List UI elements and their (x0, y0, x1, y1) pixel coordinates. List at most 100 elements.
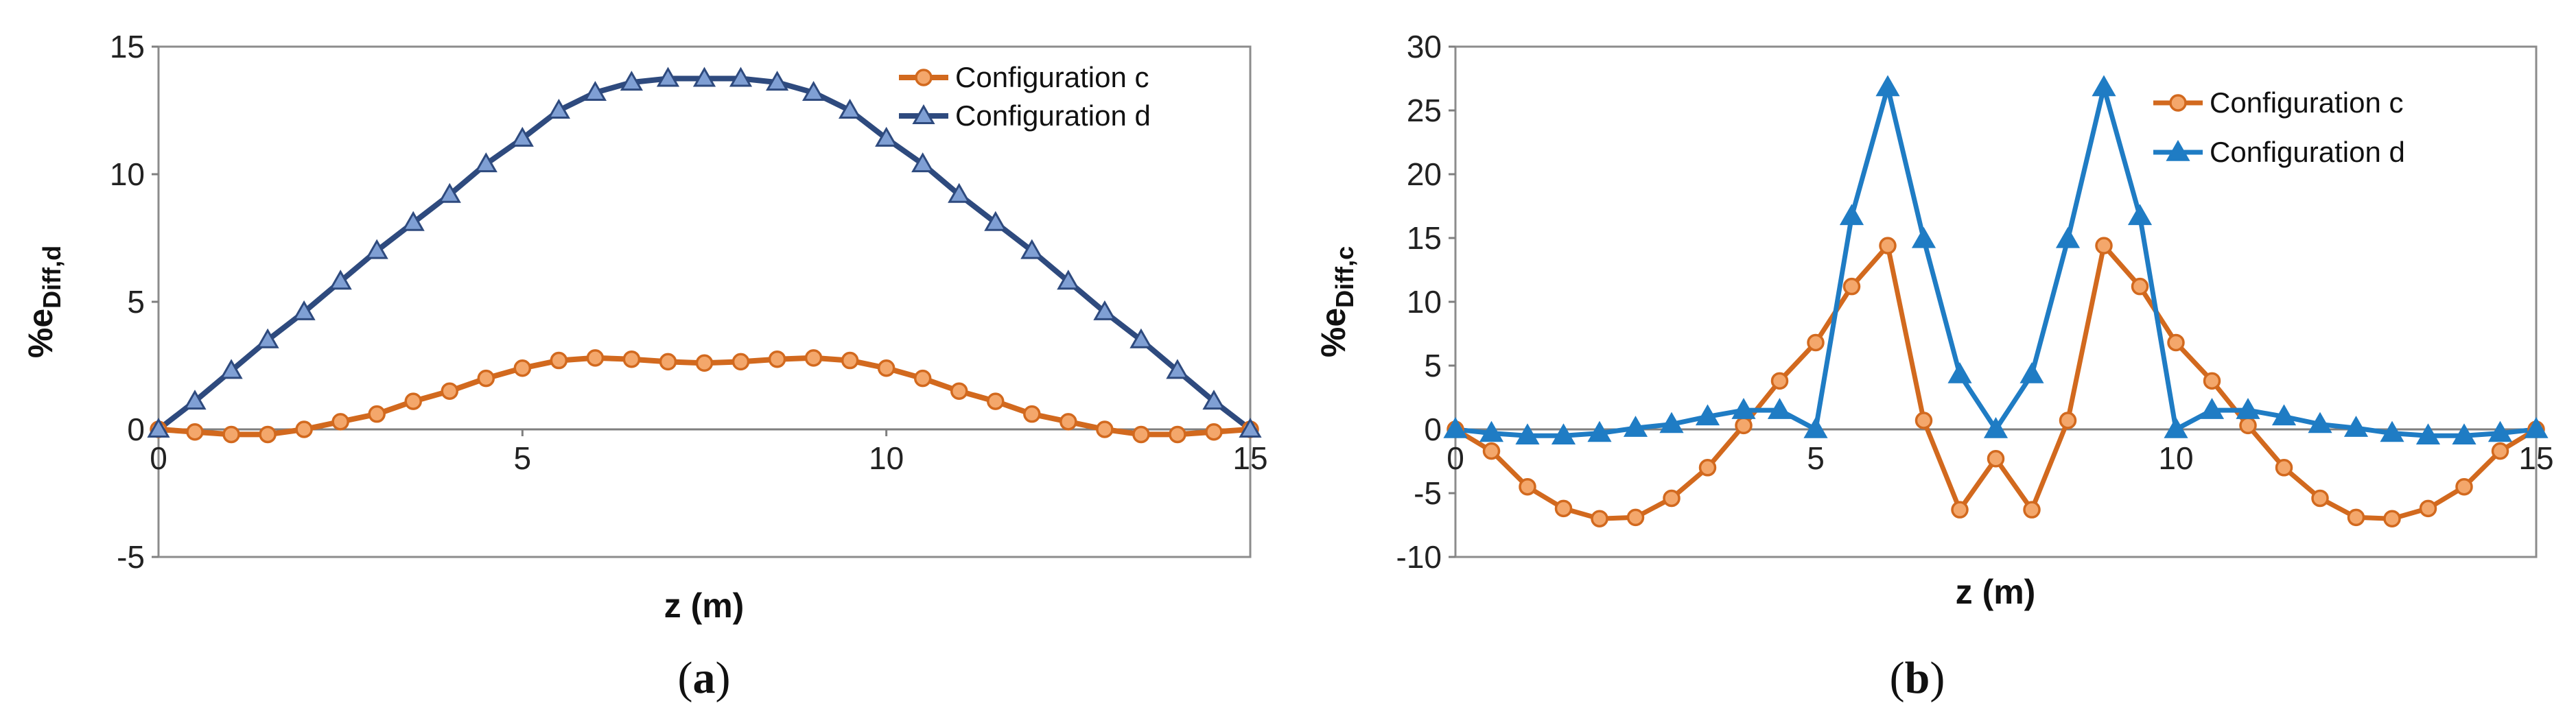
data-point-a-config-d (183, 390, 207, 410)
data-point-b-config-d (1767, 398, 1792, 419)
data-point-b-config-d (2452, 423, 2477, 444)
data-point-b-config-d (1443, 416, 1468, 438)
data-point-a-config-c (695, 354, 714, 372)
data-point-a-config-d (365, 239, 388, 259)
data-point-a-config-c (1096, 420, 1114, 438)
data-point-a-config-c (731, 353, 750, 371)
legend-label-b-1: Configuration d (2210, 136, 2405, 168)
data-point-a-config-d (401, 211, 425, 231)
data-point-a-config-d (583, 80, 607, 101)
data-point-a-config-c (768, 350, 786, 368)
data-point-a-config-c (1059, 413, 1077, 431)
y-tick-label-a: 5 (127, 284, 145, 320)
y-tick-label-b: 30 (1407, 29, 1442, 64)
legend-marker-b-1 (2166, 139, 2190, 161)
legend-label-a-1: Configuration d (955, 99, 1151, 132)
data-point-a-config-d (948, 182, 971, 203)
data-point-a-config-c (295, 420, 313, 438)
data-point-a-config-c (404, 392, 422, 410)
data-point-a-config-d (1020, 239, 1044, 259)
data-point-b-config-c (2383, 510, 2401, 527)
data-point-b-config-c (2347, 508, 2365, 527)
data-point-b-config-c (2275, 459, 2293, 477)
y-axis-title-a-sub: Diff,d (38, 246, 66, 309)
data-point-b-config-d (1731, 398, 1756, 419)
data-point-b-config-d (2487, 420, 2513, 442)
data-point-b-config-d (2524, 416, 2549, 438)
data-point-b-config-c (1951, 501, 1969, 519)
y-tick-label-b: 25 (1407, 93, 1442, 128)
data-point-b-config-d (1803, 416, 1828, 438)
data-point-a-config-c (804, 349, 823, 367)
data-point-b-config-c (2311, 489, 2329, 508)
data-point-a-config-d (620, 71, 643, 91)
data-point-a-config-d (839, 98, 862, 119)
data-point-b-config-d (2415, 423, 2441, 444)
data-point-a-config-c (441, 382, 459, 400)
plot-area-a (157, 45, 1252, 558)
data-point-b-config-c (1554, 499, 1573, 518)
x-tick-label-a: 0 (150, 440, 167, 476)
y-axis-title-b-main: %e (1314, 308, 1353, 357)
data-point-a-config-d (147, 417, 170, 438)
data-point-a-config-d (474, 152, 497, 173)
data-point-b-config-c (1626, 508, 1645, 527)
data-point-b-config-c (1807, 333, 1825, 352)
data-point-a-config-d (1166, 359, 1189, 379)
y-tick-label-b: -10 (1396, 539, 1442, 575)
data-point-b-config-d (1515, 423, 1540, 444)
y-tick-label-b: 0 (1424, 412, 1442, 447)
data-point-b-config-c (2059, 412, 2077, 429)
legend-marker-a-1 (912, 104, 935, 124)
data-point-a-config-c (331, 413, 349, 431)
data-point-a-config-c (1205, 423, 1223, 441)
x-tick-label-b: 5 (1807, 440, 1825, 476)
data-point-b-config-d (1479, 420, 1504, 442)
legend-label-b-0: Configuration c (2210, 86, 2404, 119)
data-point-b-config-d (2199, 398, 2225, 419)
data-point-b-config-c (1987, 450, 2005, 468)
data-point-b-config-d (1911, 226, 1936, 248)
data-point-a-config-c (622, 350, 641, 368)
data-point-a-config-c (1023, 405, 1041, 423)
y-axis-title-b-sub: Diff,c (1331, 246, 1359, 308)
data-point-a-config-c (987, 392, 1005, 410)
data-point-b-config-d (1839, 204, 1864, 226)
plot-area-b (1454, 45, 2538, 558)
data-point-b-config-c (1879, 237, 1897, 254)
data-point-b-config-c (1770, 372, 1789, 390)
y-tick-label-b: 20 (1407, 156, 1442, 192)
data-point-b-config-d (2164, 416, 2188, 438)
data-point-b-config-d (1947, 361, 1972, 383)
data-point-a-config-d (656, 67, 680, 87)
data-point-b-config-d (1587, 420, 1612, 442)
data-point-a-config-d (220, 359, 243, 379)
y-tick-label-a: 10 (110, 156, 145, 192)
data-point-b-config-d (1659, 412, 1684, 433)
data-point-b-config-c (1915, 412, 1933, 429)
data-point-a-config-d (511, 126, 534, 147)
panel-label-b: (b) (1890, 653, 1945, 703)
x-axis-title-a: z (m) (664, 586, 745, 625)
data-point-b-config-c (1591, 510, 1608, 527)
legend-b: Configuration c Configuration d (2153, 86, 2405, 168)
data-point-a-config-d (802, 80, 826, 101)
data-point-a-config-c (550, 351, 568, 370)
data-point-b-config-d (2092, 75, 2116, 97)
data-point-a-config-d (1057, 270, 1080, 290)
y-tick-label-b: 5 (1424, 348, 1442, 383)
y-tick-label-a: 15 (110, 29, 145, 64)
panel-label-b-letter: b (1905, 653, 1930, 703)
data-point-a-config-c (659, 353, 677, 371)
data-point-b-config-d (2127, 204, 2153, 226)
x-tick-label-b: 15 (2518, 440, 2553, 476)
data-point-b-config-c (2203, 372, 2221, 390)
y-tick-label-b: -5 (1414, 475, 1442, 511)
y-tick-label-a: -5 (117, 539, 145, 575)
x-tick-label-b: 0 (1447, 440, 1464, 476)
data-point-b-config-c (2023, 501, 2041, 519)
data-point-a-config-c (913, 369, 932, 388)
legend-label-a-0: Configuration c (955, 61, 1149, 93)
legend-marker-b-0 (2169, 94, 2187, 112)
